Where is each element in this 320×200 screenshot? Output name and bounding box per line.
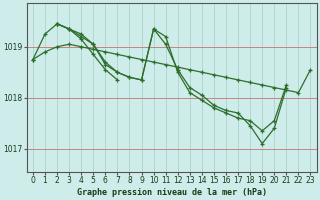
X-axis label: Graphe pression niveau de la mer (hPa): Graphe pression niveau de la mer (hPa) bbox=[77, 188, 267, 197]
